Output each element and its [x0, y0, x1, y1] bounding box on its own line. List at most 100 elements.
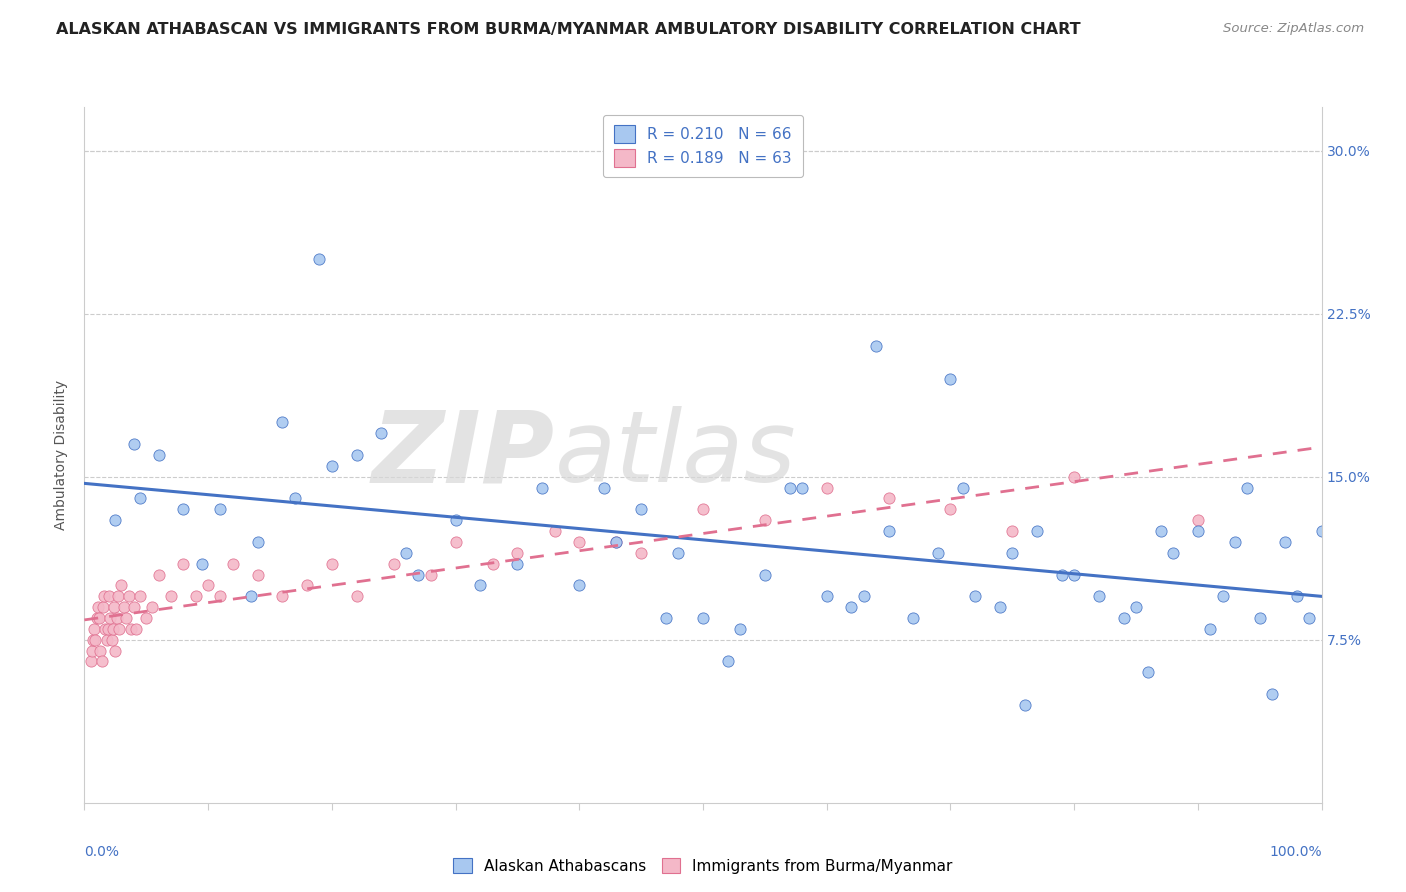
Point [1187, 524, 1209, 538]
Point [82, 632, 104, 647]
Point [568, 578, 591, 592]
Point [1161, 546, 1184, 560]
Point [1249, 611, 1271, 625]
Point [308, 252, 330, 267]
Point [129, 491, 152, 506]
Text: 0.0%: 0.0% [84, 845, 120, 858]
Point [1014, 698, 1036, 712]
Point [209, 502, 232, 516]
Point [1112, 611, 1135, 625]
Point [877, 524, 900, 538]
Point [222, 557, 245, 571]
Point [105, 611, 128, 625]
Point [506, 557, 529, 571]
Point [728, 622, 751, 636]
Point [927, 546, 949, 560]
Point [815, 481, 838, 495]
Point [790, 481, 813, 495]
Point [104, 513, 127, 527]
Point [605, 535, 627, 549]
Point [593, 481, 616, 495]
Point [112, 600, 135, 615]
Point [754, 567, 776, 582]
Point [1285, 589, 1308, 603]
Point [655, 611, 678, 625]
Point [1063, 469, 1085, 483]
Point [1274, 535, 1296, 549]
Point [321, 557, 343, 571]
Point [191, 557, 214, 571]
Point [172, 502, 194, 516]
Point [295, 578, 318, 592]
Point [97, 622, 120, 636]
Point [1001, 546, 1024, 560]
Point [717, 655, 740, 669]
Point [100, 632, 122, 647]
Point [1150, 524, 1173, 538]
Text: ALASKAN ATHABASCAN VS IMMIGRANTS FROM BURMA/MYANMAR AMBULATORY DISABILITY CORREL: ALASKAN ATHABASCAN VS IMMIGRANTS FROM BU… [56, 22, 1081, 37]
Point [246, 535, 269, 549]
Point [1137, 665, 1160, 680]
Point [148, 448, 170, 462]
Text: atlas: atlas [554, 407, 796, 503]
Point [1310, 524, 1333, 538]
Point [98, 611, 121, 625]
Point [284, 491, 307, 506]
Point [86, 611, 108, 625]
Point [1236, 481, 1258, 495]
Point [148, 567, 170, 582]
Point [939, 372, 962, 386]
Point [841, 600, 863, 615]
Point [197, 578, 219, 592]
Point [1001, 524, 1024, 538]
Point [666, 546, 689, 560]
Point [370, 426, 392, 441]
Point [444, 535, 467, 549]
Point [605, 535, 627, 549]
Point [89, 643, 111, 657]
Point [103, 600, 125, 615]
Point [692, 611, 714, 625]
Point [1050, 567, 1073, 582]
Point [1199, 622, 1222, 636]
Point [1212, 589, 1234, 603]
Point [568, 535, 591, 549]
Point [104, 643, 127, 657]
Point [91, 600, 114, 615]
Point [160, 589, 183, 603]
Point [84, 632, 107, 647]
Point [321, 458, 343, 473]
Point [209, 589, 232, 603]
Point [135, 611, 157, 625]
Point [988, 600, 1011, 615]
Point [122, 437, 145, 451]
Point [107, 589, 129, 603]
Point [543, 524, 565, 538]
Legend: R = 0.210   N = 66, R = 0.189   N = 63: R = 0.210 N = 66, R = 0.189 N = 63 [603, 115, 803, 178]
Point [184, 589, 207, 603]
Point [87, 600, 110, 615]
Point [865, 339, 887, 353]
Point [96, 632, 118, 647]
Point [382, 557, 405, 571]
Point [101, 622, 124, 636]
Legend: Alaskan Athabascans, Immigrants from Burma/Myanmar: Alaskan Athabascans, Immigrants from Bur… [447, 852, 959, 880]
Point [1026, 524, 1049, 538]
Point [118, 589, 141, 603]
Point [939, 502, 962, 516]
Point [852, 589, 875, 603]
Point [1298, 611, 1320, 625]
Point [94, 622, 117, 636]
Point [83, 622, 105, 636]
Point [240, 589, 263, 603]
Point [754, 513, 776, 527]
Point [1125, 600, 1147, 615]
Point [692, 502, 714, 516]
Point [630, 546, 652, 560]
Point [531, 481, 554, 495]
Point [815, 589, 838, 603]
Point [779, 481, 801, 495]
Point [122, 600, 145, 615]
Point [903, 611, 925, 625]
Point [965, 589, 987, 603]
